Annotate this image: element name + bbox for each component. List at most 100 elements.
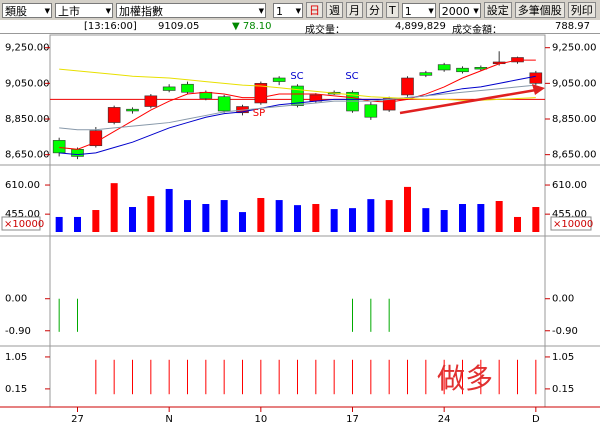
candle-body (52, 140, 66, 154)
settings-button[interactable]: 設定 (483, 2, 512, 18)
bar (477, 204, 485, 232)
y-tick-label: 455.00 (552, 209, 587, 220)
bar (205, 359, 207, 395)
y-tick-label: 8,650.00 (5, 150, 50, 161)
bar (459, 204, 466, 232)
group-select[interactable]: 類股 (2, 2, 52, 19)
moving-average (59, 84, 536, 131)
bar (113, 359, 115, 395)
bar (333, 359, 335, 395)
bar (535, 359, 537, 395)
bar (462, 359, 463, 395)
bar (278, 359, 280, 395)
index-select[interactable]: 加權指數 (116, 2, 266, 19)
bar (388, 298, 390, 332)
bar (315, 359, 317, 395)
x-tick-label: 27 (71, 414, 84, 425)
y-tick-label: 610.00 (5, 180, 40, 191)
toolbar: 類股 上市 加權指數 1 日 週 月 分 T 1 2000 設定 多筆個股 列印 (0, 0, 600, 20)
candle-body (419, 72, 433, 76)
candle-body (529, 72, 543, 84)
candle-body (291, 85, 304, 106)
bar (349, 208, 356, 232)
multi-stock-button[interactable]: 多筆個股 (514, 2, 565, 18)
unit-label: ×10000 (553, 219, 593, 230)
bar (260, 359, 262, 395)
period-button[interactable]: 月 (346, 2, 363, 18)
candle-body (162, 86, 176, 91)
candle-body (107, 107, 121, 123)
bar (129, 207, 136, 232)
volume: 4,899,829 (395, 21, 446, 32)
candle-body (199, 91, 213, 99)
bar (92, 210, 100, 232)
market-select[interactable]: 上市 (55, 2, 113, 19)
bar (532, 207, 540, 232)
candle-body (437, 64, 451, 71)
volume-label: 成交量： (305, 25, 345, 36)
bar (388, 359, 390, 395)
bar (220, 200, 228, 232)
y-tick-label: 1.05 (552, 352, 574, 363)
period-button[interactable]: 分 (366, 2, 383, 18)
change: ▼ 78.10 (232, 21, 272, 32)
bar (55, 216, 63, 232)
candle-body (181, 83, 194, 93)
time: [13:16:00] (84, 21, 137, 32)
unit-box (550, 216, 592, 231)
bar (370, 359, 372, 395)
price: 9109.05 (158, 21, 200, 32)
bar (404, 186, 411, 232)
y-tick-label: 0.15 (552, 384, 574, 395)
trend-arrow (399, 88, 537, 115)
bar (367, 199, 375, 232)
arrow-head (532, 84, 545, 95)
x-tick-label: N (165, 414, 172, 425)
bar (495, 201, 503, 232)
candle-body (272, 77, 286, 82)
bars-input[interactable]: 2000 (438, 2, 481, 19)
info-bar: [13:16:00] 9109.05 ▼ 78.10 成交量： 4,899,82… (0, 20, 600, 36)
bar (202, 204, 210, 232)
y-tick-label: 0.00 (552, 294, 574, 305)
y-tick-label: 0.00 (5, 294, 27, 305)
bar (187, 359, 188, 395)
bar (150, 359, 152, 395)
bar (257, 197, 265, 232)
y-tick-label: 0.15 (5, 384, 27, 395)
unit-label: ×10000 (4, 219, 44, 230)
candle-body (456, 67, 469, 73)
x-tick-label: 17 (346, 414, 359, 425)
candle-body (382, 98, 396, 111)
bar (407, 359, 408, 395)
moving-average (59, 75, 536, 156)
annotation: 做多 (437, 362, 493, 395)
y-tick-label: 8,850.00 (5, 114, 50, 125)
bar (110, 183, 118, 232)
bar (440, 210, 448, 232)
chart: 9,250.00 9,250.00 9,050.00 9,050.00 8,850.00… (0, 34, 600, 425)
bar (58, 298, 60, 332)
count-input[interactable]: 1 (273, 2, 303, 19)
print-button[interactable]: 列印 (567, 2, 596, 18)
period-button[interactable]: 週 (326, 2, 343, 18)
x-tick-label: 10 (254, 414, 267, 425)
period-button[interactable]: 日 (306, 2, 323, 18)
bar (370, 298, 372, 332)
y-tick-label: 610.00 (552, 180, 587, 191)
y-tick-label: 9,250.00 (552, 43, 597, 54)
amount-label: 成交金額： (452, 25, 502, 36)
candle-body (309, 94, 323, 102)
bar (443, 359, 445, 395)
signal-label: SP (253, 108, 265, 119)
bar (242, 359, 243, 395)
bar (239, 212, 246, 232)
unit-box (1, 216, 41, 231)
interval-input[interactable]: 1 (401, 2, 436, 19)
period-button[interactable]: T (386, 2, 399, 18)
candle-body (217, 96, 231, 112)
bar (514, 216, 521, 232)
bar (297, 359, 298, 395)
plot: 9,250.00 9,250.00 9,050.00 9,050.00 8,850.00… (5, 43, 597, 425)
